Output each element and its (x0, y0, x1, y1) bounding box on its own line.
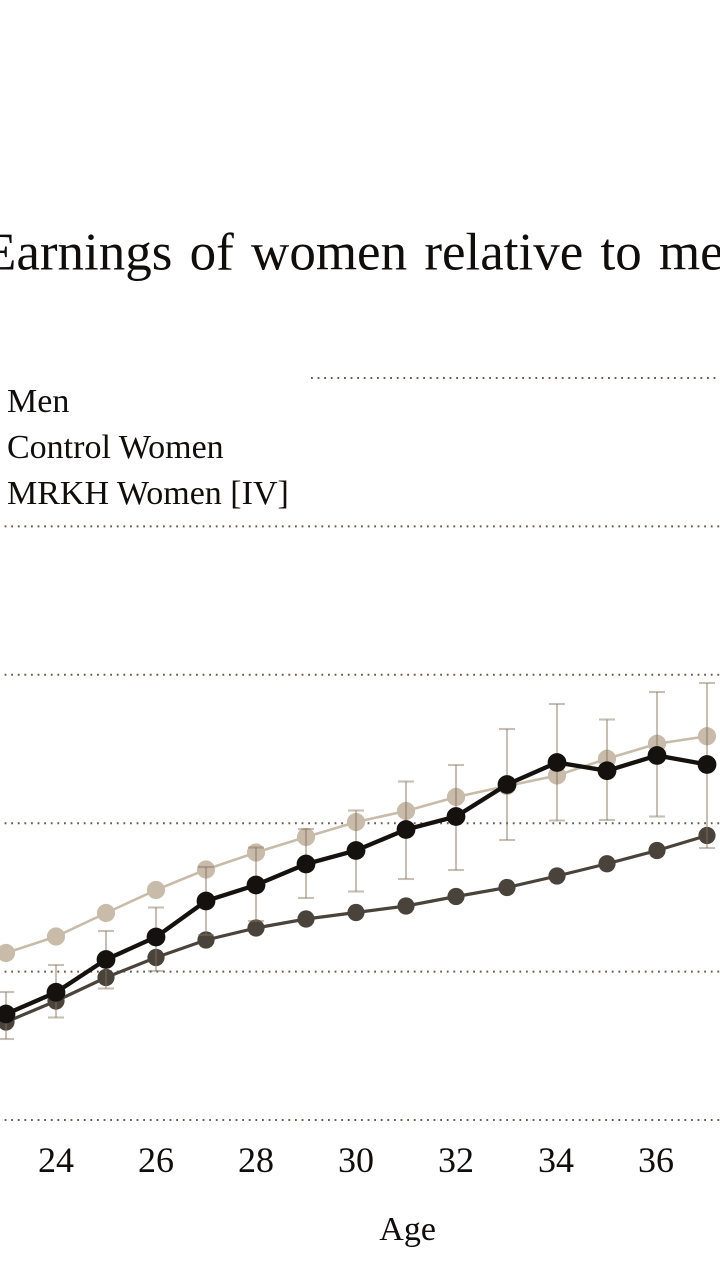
svg-text:MRKH Women [IV]: MRKH Women [IV] (7, 475, 289, 512)
svg-text:Control Women: Control Women (7, 429, 224, 466)
svg-text:28: 28 (238, 1140, 274, 1180)
svg-text:26: 26 (138, 1140, 174, 1180)
svg-text:36: 36 (638, 1140, 674, 1180)
svg-text:Men: Men (7, 383, 69, 420)
svg-text:Age: Age (379, 1211, 436, 1248)
svg-text:Earnings of women relative to: Earnings of women relative to men (0, 224, 720, 282)
svg-text:32: 32 (438, 1140, 474, 1180)
svg-text:30: 30 (338, 1140, 374, 1180)
svg-text:34: 34 (538, 1140, 574, 1180)
svg-text:24: 24 (38, 1140, 74, 1180)
